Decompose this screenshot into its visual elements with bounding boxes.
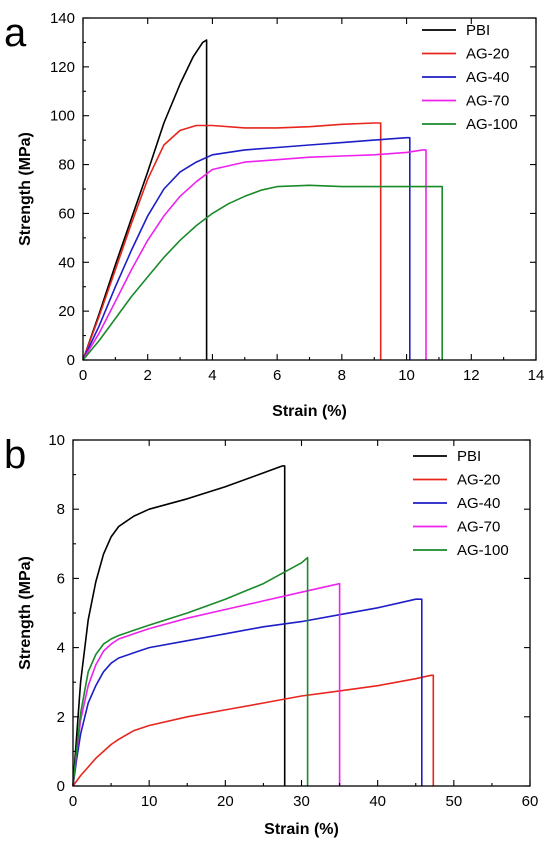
- legend-label: AG-100: [466, 116, 518, 133]
- series-group: [72, 465, 435, 787]
- y-tick-label: 8: [57, 501, 65, 518]
- x-tick-label: 50: [445, 793, 462, 810]
- legend-label: AG-20: [457, 472, 500, 489]
- series-line-ag-20: [82, 122, 382, 361]
- x-tick-label: 2: [144, 367, 152, 384]
- x-tick-label: 6: [273, 367, 281, 384]
- legend-label: PBI: [466, 22, 490, 39]
- series-line-ag-70: [72, 582, 341, 787]
- x-tick-label: 14: [528, 367, 545, 384]
- x-axis-title: Strain (%): [264, 821, 339, 838]
- chart-panel-b: b 0 10 20 30 40 50 60 0 2 4 6 8 10 Strain (%) Strength …: [4, 432, 538, 838]
- series-line-ag-100: [82, 184, 443, 361]
- legend-label: AG-20: [466, 46, 509, 63]
- y-axis-title: Strength (MPa): [17, 556, 34, 670]
- series-line-ag-70: [82, 149, 427, 361]
- legend-label: AG-40: [466, 69, 509, 86]
- series-line-ag-40: [82, 136, 411, 361]
- y-tick-label: 0: [67, 352, 75, 369]
- x-tick-label: 0: [79, 367, 87, 384]
- x-tick-label: 60: [522, 793, 539, 810]
- legend-label: AG-70: [457, 519, 500, 536]
- y-tick-label: 20: [58, 303, 75, 320]
- y-tick-label: 80: [58, 157, 75, 174]
- y-tick-label: 60: [58, 205, 75, 222]
- series-line-ag-40: [72, 598, 423, 787]
- plot-frame: [72, 439, 531, 787]
- y-tick-label: 140: [50, 10, 75, 27]
- y-tick-label: 120: [50, 59, 75, 76]
- x-tick-label: 30: [293, 793, 310, 810]
- legend: PBI AG-20 AG-40 AG-70 AG-100: [422, 22, 518, 133]
- series-line-ag-20: [72, 674, 435, 787]
- x-tick-label: 40: [369, 793, 386, 810]
- x-axis-title: Strain (%): [272, 403, 347, 420]
- x-tick-label: 20: [217, 793, 234, 810]
- y-tick-label: 10: [48, 432, 65, 449]
- panel-letter: a: [4, 11, 27, 55]
- series-group: [82, 39, 443, 361]
- y-tick-label: 6: [57, 570, 65, 587]
- y-tick-label: 100: [50, 108, 75, 125]
- legend: PBI AG-20 AG-40 AG-70 AG-100: [413, 448, 509, 559]
- y-tick-label: 4: [57, 640, 65, 657]
- y-tick-label: 0: [57, 778, 65, 795]
- legend-label: AG-100: [457, 542, 509, 559]
- x-tick-label: 10: [398, 367, 415, 384]
- legend-label: AG-70: [466, 93, 509, 110]
- y-axis-title: Strength (MPa): [17, 132, 34, 246]
- panel-letter: b: [4, 433, 26, 477]
- series-line-ag-100: [72, 556, 309, 787]
- x-tick-label: 10: [141, 793, 158, 810]
- legend-label: PBI: [457, 448, 481, 465]
- x-tick-label: 0: [69, 793, 77, 810]
- series-line-pbi: [72, 465, 286, 787]
- x-tick-label: 8: [338, 367, 346, 384]
- legend-label: AG-40: [457, 495, 500, 512]
- x-tick-label: 12: [463, 367, 480, 384]
- y-tick-label: 40: [58, 254, 75, 271]
- x-tick-label: 4: [208, 367, 216, 384]
- series-line-pbi: [82, 39, 208, 361]
- y-tick-label: 2: [57, 709, 65, 726]
